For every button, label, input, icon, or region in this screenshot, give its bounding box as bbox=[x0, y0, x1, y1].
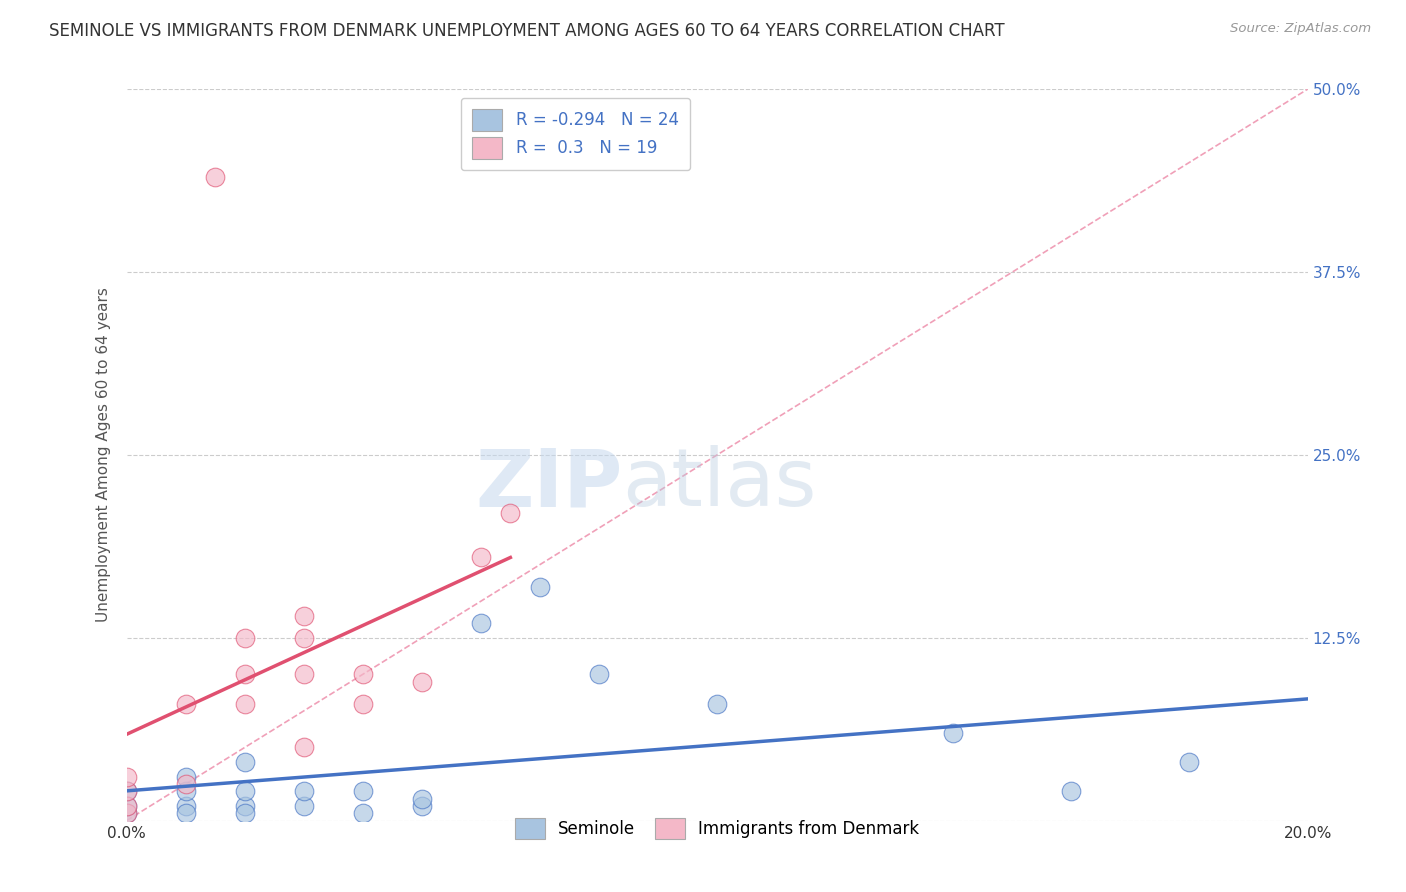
Point bbox=[115, 799, 138, 814]
Point bbox=[470, 616, 492, 631]
Text: Source: ZipAtlas.com: Source: ZipAtlas.com bbox=[1230, 22, 1371, 36]
Point bbox=[174, 770, 197, 784]
Point bbox=[470, 550, 492, 565]
Point bbox=[233, 755, 256, 769]
Point bbox=[292, 784, 315, 798]
Text: SEMINOLE VS IMMIGRANTS FROM DENMARK UNEMPLOYMENT AMONG AGES 60 TO 64 YEARS CORRE: SEMINOLE VS IMMIGRANTS FROM DENMARK UNEM… bbox=[49, 22, 1005, 40]
Point bbox=[352, 667, 374, 681]
Point bbox=[411, 674, 433, 689]
Point bbox=[233, 806, 256, 821]
Point bbox=[706, 697, 728, 711]
Point bbox=[233, 784, 256, 798]
Point bbox=[292, 608, 315, 623]
Point bbox=[174, 799, 197, 814]
Point bbox=[352, 806, 374, 821]
Point bbox=[411, 799, 433, 814]
Point bbox=[1178, 755, 1201, 769]
Point bbox=[352, 697, 374, 711]
Point bbox=[233, 697, 256, 711]
Point bbox=[115, 784, 138, 798]
Point bbox=[174, 777, 197, 791]
Point bbox=[233, 667, 256, 681]
Point bbox=[174, 784, 197, 798]
Point bbox=[174, 806, 197, 821]
Legend: Seminole, Immigrants from Denmark: Seminole, Immigrants from Denmark bbox=[502, 805, 932, 853]
Point bbox=[233, 631, 256, 645]
Point bbox=[233, 799, 256, 814]
Text: atlas: atlas bbox=[623, 445, 817, 524]
Point bbox=[204, 169, 226, 184]
Point bbox=[942, 726, 965, 740]
Point bbox=[529, 580, 551, 594]
Y-axis label: Unemployment Among Ages 60 to 64 years: Unemployment Among Ages 60 to 64 years bbox=[96, 287, 111, 623]
Point bbox=[115, 806, 138, 821]
Point bbox=[292, 799, 315, 814]
Point bbox=[115, 784, 138, 798]
Point bbox=[292, 667, 315, 681]
Point bbox=[588, 667, 610, 681]
Point bbox=[352, 784, 374, 798]
Point bbox=[499, 507, 522, 521]
Point bbox=[292, 631, 315, 645]
Text: ZIP: ZIP bbox=[475, 445, 623, 524]
Point bbox=[115, 770, 138, 784]
Point bbox=[411, 791, 433, 805]
Point bbox=[115, 806, 138, 821]
Point bbox=[1060, 784, 1083, 798]
Point bbox=[292, 740, 315, 755]
Point bbox=[174, 697, 197, 711]
Point bbox=[115, 799, 138, 814]
